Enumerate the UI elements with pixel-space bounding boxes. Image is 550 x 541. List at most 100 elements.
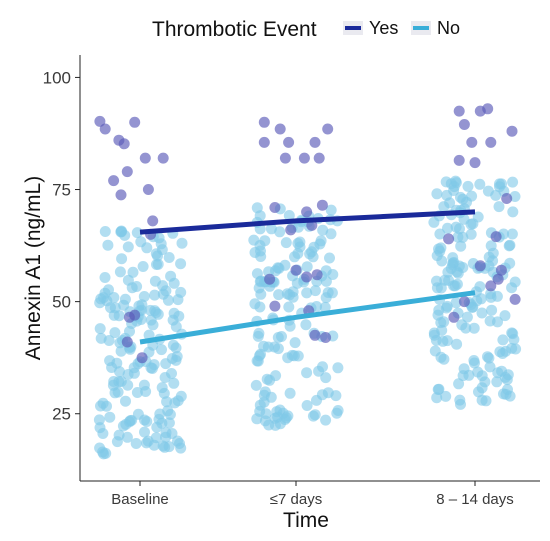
trend-line-yes xyxy=(139,209,476,235)
point-no xyxy=(102,239,114,251)
point-no xyxy=(272,411,284,423)
point-no xyxy=(265,223,277,235)
point-no xyxy=(283,301,295,313)
point-yes xyxy=(279,152,291,164)
point-no xyxy=(165,270,177,282)
point-no xyxy=(320,372,332,384)
point-yes xyxy=(469,157,481,169)
point-no xyxy=(493,201,505,213)
point-yes xyxy=(290,264,302,276)
point-no xyxy=(438,201,450,213)
point-yes xyxy=(485,280,497,292)
point-no xyxy=(99,272,111,283)
point-no xyxy=(151,421,163,433)
point-yes xyxy=(443,233,455,245)
point-no xyxy=(450,177,462,189)
point-no xyxy=(455,240,467,252)
point-no xyxy=(97,397,109,409)
point-no xyxy=(300,319,312,331)
point-yes xyxy=(448,311,460,323)
point-no xyxy=(453,378,465,390)
legend: Thrombotic Event Yes No xyxy=(152,18,460,41)
point-yes xyxy=(474,260,486,272)
point-no xyxy=(118,299,130,311)
point-yes xyxy=(320,332,332,343)
point-no xyxy=(454,394,466,406)
trend-lines xyxy=(139,209,476,345)
point-yes xyxy=(313,152,325,164)
point-yes xyxy=(506,125,518,137)
point-no xyxy=(100,447,112,459)
point-no xyxy=(327,269,339,280)
point-yes xyxy=(309,329,321,341)
point-no xyxy=(249,298,261,310)
point-no xyxy=(170,342,182,354)
point-no xyxy=(116,253,128,265)
point-no xyxy=(137,261,149,272)
point-no xyxy=(115,226,127,238)
point-yes xyxy=(269,202,281,213)
point-no xyxy=(460,322,472,334)
point-no xyxy=(449,280,461,292)
point-no xyxy=(301,287,313,299)
point-no xyxy=(479,376,491,388)
point-no xyxy=(115,345,127,357)
point-no xyxy=(162,405,174,417)
point-no xyxy=(319,301,331,313)
point-no xyxy=(433,383,445,395)
point-no xyxy=(469,357,480,369)
point-no xyxy=(149,275,161,287)
point-no xyxy=(457,370,469,382)
x-tick-label: Baseline xyxy=(111,491,169,508)
point-no xyxy=(467,218,479,230)
point-no xyxy=(452,231,464,243)
point-no xyxy=(111,436,123,448)
point-no xyxy=(486,304,498,316)
point-no xyxy=(149,289,161,301)
point-no xyxy=(133,300,145,312)
point-no xyxy=(109,327,121,339)
y-axis-ticks: 25 50 75 100 xyxy=(43,68,80,424)
point-no xyxy=(252,330,264,342)
point-yes xyxy=(258,116,270,128)
x-axis-ticks: Baseline ≤7 days 8 – 14 days xyxy=(111,481,514,508)
point-yes xyxy=(458,296,470,308)
point-yes xyxy=(283,136,295,148)
point-no xyxy=(132,408,144,420)
point-no xyxy=(301,261,313,273)
point-no xyxy=(287,291,299,303)
point-no xyxy=(126,282,138,294)
point-yes xyxy=(118,138,130,150)
point-no xyxy=(150,307,162,318)
point-no xyxy=(251,202,263,214)
point-no xyxy=(491,290,503,302)
point-no xyxy=(468,322,480,334)
point-yes xyxy=(490,231,502,243)
point-yes xyxy=(482,103,494,115)
point-no xyxy=(269,419,281,431)
point-no xyxy=(472,366,484,378)
point-yes xyxy=(139,152,151,164)
point-no xyxy=(109,302,121,314)
point-no xyxy=(484,315,496,327)
point-no xyxy=(286,349,298,361)
point-no xyxy=(124,325,135,337)
point-no xyxy=(309,285,321,297)
legend-title: Thrombotic Event xyxy=(152,18,317,41)
point-yes xyxy=(157,152,169,164)
point-no xyxy=(145,362,157,374)
point-no xyxy=(506,228,518,240)
point-yes xyxy=(466,136,478,148)
point-no xyxy=(94,422,106,434)
point-no xyxy=(476,307,488,319)
point-no xyxy=(431,282,443,294)
point-no xyxy=(440,302,452,314)
y-axis-title: Annexin A1 (ng/mL) xyxy=(22,176,45,360)
point-no xyxy=(461,311,473,323)
point-no xyxy=(140,386,152,397)
point-no xyxy=(451,338,463,350)
point-no xyxy=(484,361,496,373)
point-no xyxy=(509,191,521,202)
legend-label-no: No xyxy=(437,18,460,38)
legend-label-yes: Yes xyxy=(369,18,398,38)
